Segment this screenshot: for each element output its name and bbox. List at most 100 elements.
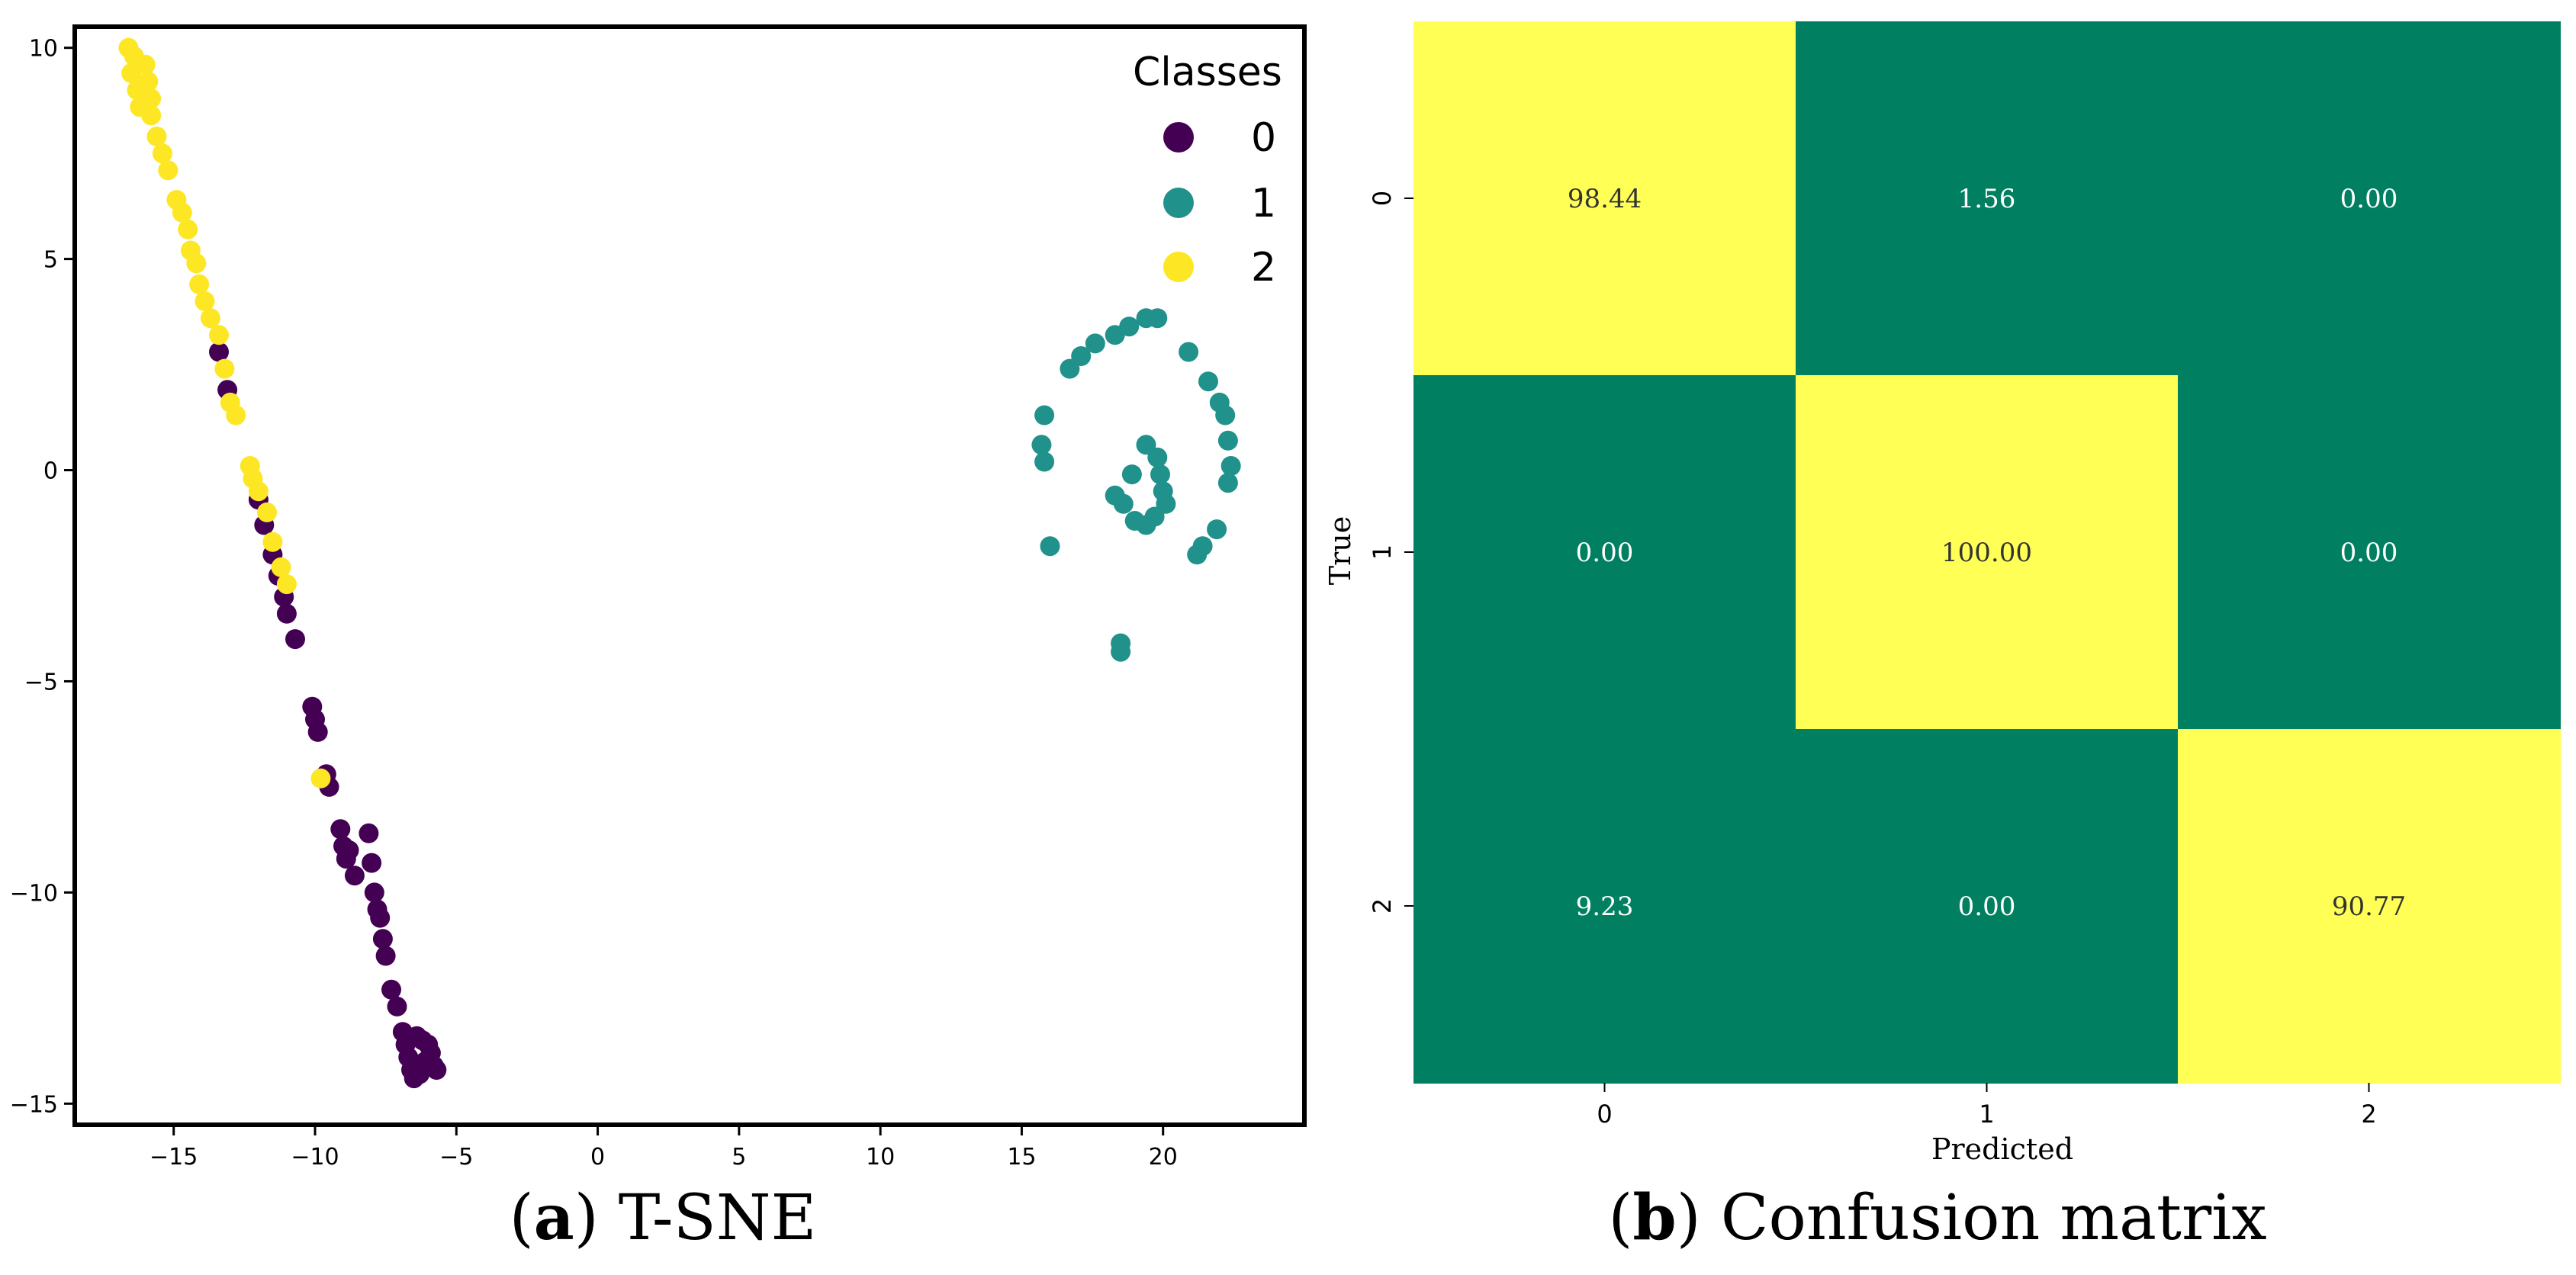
class-1-point: [1215, 405, 1236, 426]
class-2-point: [135, 54, 156, 75]
class-2-point: [158, 160, 178, 181]
class-1-point: [1147, 308, 1168, 329]
class-1-point: [1147, 447, 1168, 467]
class-0-point: [285, 629, 305, 650]
class-1-point: [1220, 456, 1241, 476]
class-1-point: [1156, 493, 1176, 514]
cm-y-tick-label: 2: [1368, 898, 1397, 914]
class-2-point: [214, 358, 235, 379]
x-tick-label: 20: [1149, 1144, 1178, 1171]
class-1-point: [1119, 316, 1140, 337]
class-0-point: [209, 342, 229, 362]
caption-a: (a) T-SNE: [510, 1181, 817, 1254]
cm-cell: [2178, 375, 2561, 730]
class-1-point: [1217, 473, 1238, 493]
class-1-point: [1060, 358, 1080, 379]
cm-y-ticks: 0 1 2: [1368, 191, 1413, 914]
class-2-point: [248, 481, 269, 502]
class-0-point: [381, 979, 401, 1000]
x-tick-label: −5: [439, 1144, 473, 1171]
cm-y-tick-label: 0: [1368, 191, 1397, 206]
caption-a-letter: a: [534, 1181, 574, 1254]
cm-cell-value: 1.56: [1958, 184, 2016, 214]
class-1-point: [1105, 485, 1125, 506]
cm-y-tick-label: 1: [1368, 544, 1397, 560]
cm-cell-value: 0.00: [2340, 184, 2398, 214]
class-0-point: [276, 603, 297, 624]
caption-b: (b) Confusion matrix: [1608, 1181, 2266, 1254]
x-tick-label: 15: [1007, 1144, 1036, 1171]
class-0-point: [362, 853, 382, 873]
x-tick-label: 5: [732, 1144, 746, 1171]
cm-cell-value: 0.00: [2340, 538, 2398, 568]
tsne-points: [118, 37, 1241, 1089]
y-tick-label: −15: [10, 1091, 58, 1118]
class-0-point: [372, 929, 393, 949]
class-2-point: [310, 768, 331, 788]
class-0-point: [426, 1060, 447, 1080]
class-1-point: [1187, 544, 1208, 565]
class-2-point: [200, 308, 220, 329]
class-2-point: [186, 253, 207, 274]
class-1-point: [1179, 342, 1199, 362]
legend-marker-class-1: [1163, 188, 1194, 218]
class-2-point: [152, 143, 172, 164]
class-0-point: [375, 946, 396, 966]
legend-label-class-1: 1: [1251, 181, 1276, 226]
class-2-point: [257, 502, 277, 522]
class-2-point: [172, 202, 192, 223]
cm-cell: [1796, 729, 2179, 1084]
class-1-point: [1034, 451, 1055, 472]
class-0-point: [344, 866, 365, 886]
class-2-point: [209, 325, 229, 345]
cm-cell-value: 9.23: [1576, 891, 1634, 922]
tsne-y-ticks: 10 5 0 −5 −10 −15: [10, 36, 72, 1118]
class-0-point: [364, 882, 384, 903]
y-tick-label: −5: [24, 669, 58, 695]
cm-x-tick-label: 2: [2361, 1100, 2376, 1129]
cm-x-tick-label: 0: [1597, 1100, 1612, 1129]
tsne-legend: Classes 0 1 2: [1133, 50, 1282, 291]
class-1-point: [1034, 405, 1055, 426]
class-1-point: [1031, 435, 1052, 455]
cm-cell-value: 90.77: [2332, 891, 2406, 922]
caption-b-text: Confusion matrix: [1701, 1182, 2267, 1254]
cm-cell: [1796, 375, 2179, 730]
y-tick-label: 0: [43, 458, 58, 485]
cm-cell: [2178, 21, 2561, 376]
cm-x-ticks: 0 1 2: [1597, 1083, 2377, 1129]
class-1-point: [1040, 536, 1060, 557]
class-2-point: [138, 72, 159, 92]
class-1-point: [1071, 346, 1092, 366]
cm-cell: [1796, 21, 2179, 376]
cm-cell-value: 100.00: [1941, 538, 2032, 568]
caption-b-letter: b: [1632, 1181, 1676, 1254]
x-tick-label: −10: [291, 1144, 339, 1171]
class-1-point: [1198, 371, 1218, 392]
cm-cell-value: 98.44: [1568, 184, 1642, 214]
cm-x-axis-label: Predicted: [1931, 1132, 2073, 1166]
cm-x-tick-label: 1: [1979, 1100, 1994, 1129]
cm-cell-value: 0.00: [1958, 891, 2016, 922]
y-tick-label: −10: [10, 880, 58, 907]
class-2-point: [141, 88, 162, 109]
class-0-point: [330, 819, 351, 840]
class-2-point: [178, 219, 198, 239]
cm-y-axis-label: True: [1323, 516, 1357, 585]
class-0-point: [339, 840, 359, 860]
class-1-point: [1150, 464, 1170, 485]
class-1-point: [1207, 519, 1227, 540]
cm-cell: [2178, 729, 2561, 1084]
class-2-point: [141, 105, 162, 126]
y-tick-label: 5: [43, 247, 58, 274]
legend-marker-class-2: [1163, 252, 1194, 282]
class-0-point: [307, 721, 328, 742]
class-0-point: [412, 1030, 433, 1051]
cm-cell: [1413, 375, 1796, 730]
class-2-point: [271, 557, 291, 577]
class-2-point: [146, 127, 167, 146]
class-2-point: [262, 532, 283, 552]
class-1-point: [1124, 511, 1145, 531]
